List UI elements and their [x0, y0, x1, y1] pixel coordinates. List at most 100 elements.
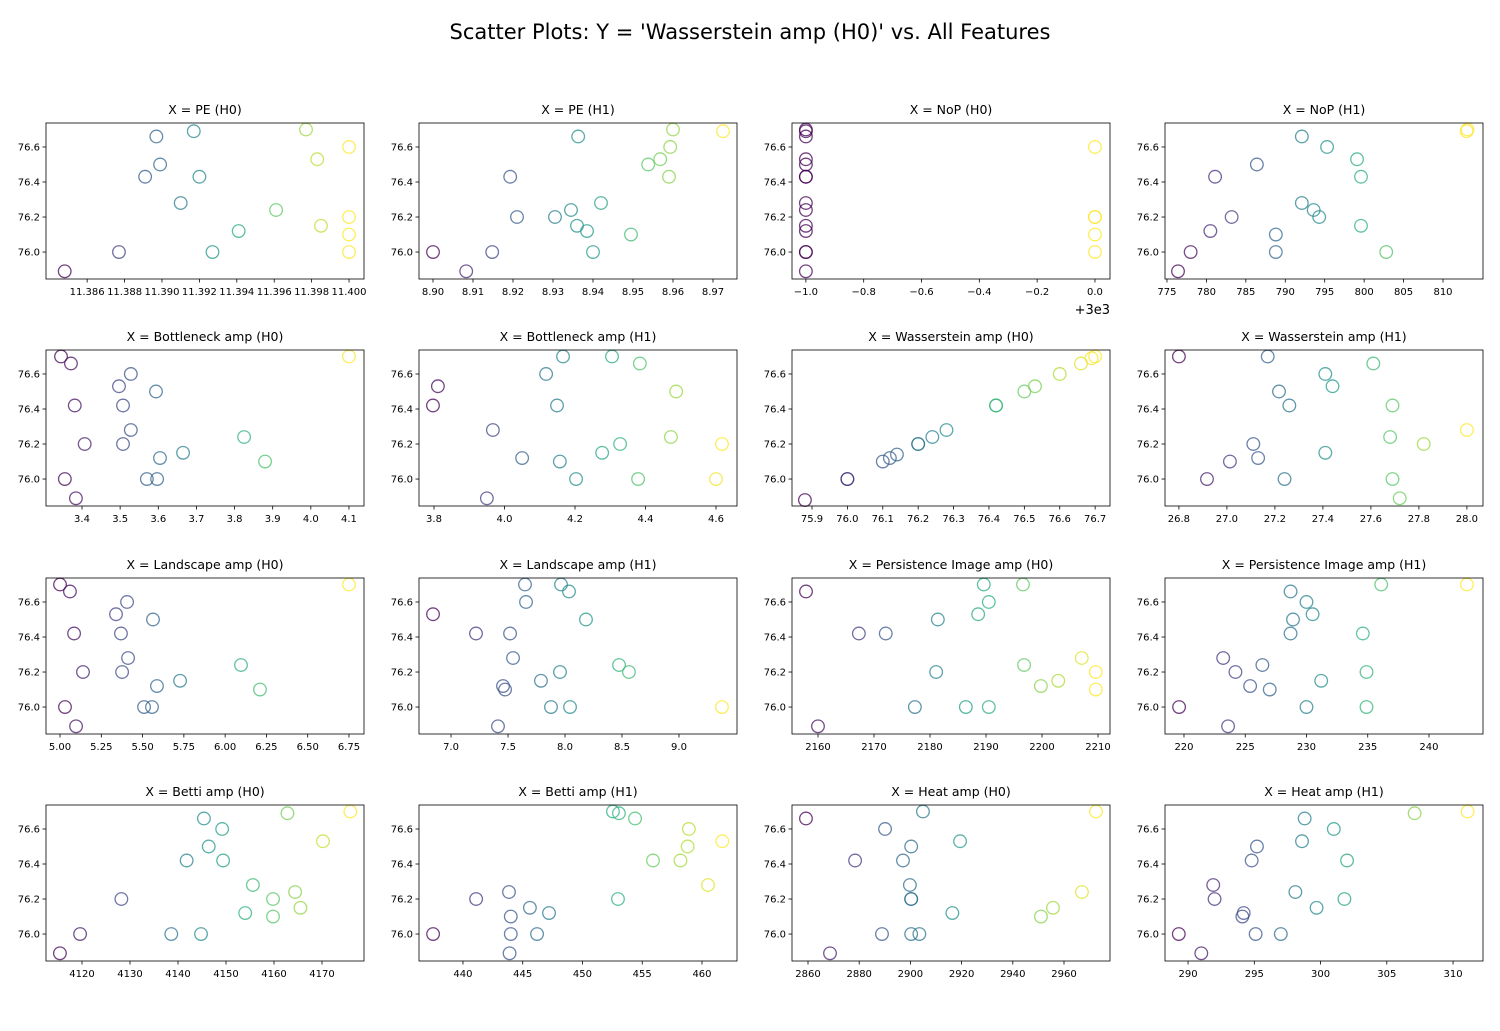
scatter-point [673, 853, 688, 868]
scatter-point [1392, 491, 1407, 506]
y-tick-label: 76.0 [391, 703, 413, 714]
axes-frame [45, 577, 365, 735]
scatter-point [1350, 152, 1364, 167]
y-tick-label: 76.4 [1137, 860, 1159, 871]
scatter-point [1320, 140, 1335, 154]
y-tick-label: 76.6 [18, 824, 40, 835]
x-tick-label: 800 [1355, 287, 1374, 298]
scatter-point [459, 264, 474, 279]
scatter-point [1051, 673, 1066, 688]
x-tick-label: 4120 [69, 969, 94, 980]
scatter-point [662, 169, 676, 184]
scatter-point [146, 612, 160, 627]
scatter-point [1207, 892, 1222, 906]
subplot-title: X = Heat amp (H0) [891, 784, 1010, 799]
scatter-point [798, 124, 813, 139]
scatter-point [882, 451, 897, 465]
y-tick-label: 76.0 [391, 475, 413, 486]
scatter-point [1272, 384, 1286, 399]
x-tick-label: 2960 [1051, 969, 1076, 980]
x-tick-label: 290 [1179, 969, 1198, 980]
scatter-point [1277, 472, 1292, 486]
scatter-point [1249, 157, 1264, 172]
y-tick-label: 76.6 [391, 824, 413, 835]
scatter-point [426, 607, 440, 622]
scatter-point [1200, 472, 1214, 486]
scatter-point [1221, 719, 1236, 734]
scatter-point [522, 900, 537, 915]
scatter-point [1385, 472, 1400, 486]
x-tick-label: 11.386 [70, 287, 105, 298]
x-tick-label: 4.6 [708, 514, 724, 525]
scatter-point [1034, 909, 1048, 924]
scatter-point [981, 700, 996, 714]
y-tick-label: 76.6 [1137, 597, 1159, 608]
subplot-title: X = Wasserstein amp (H1) [1241, 329, 1406, 344]
y-tick-label: 76.4 [18, 860, 40, 871]
axes-frame [45, 349, 365, 507]
x-tick-label: 11.390 [144, 287, 179, 298]
scatter-point [798, 218, 813, 233]
scatter-point [1203, 224, 1218, 238]
scatter-point [878, 822, 893, 836]
scatter-point [1246, 437, 1261, 451]
scatter-point [716, 124, 730, 139]
y-tick-label: 76.2 [391, 895, 413, 906]
axes-frame [45, 804, 365, 962]
scatter-point [534, 673, 548, 688]
scatter-point [562, 584, 576, 599]
x-tick-label: 220 [1174, 742, 1193, 753]
scatter-point [904, 839, 919, 854]
scatter-point [502, 885, 516, 899]
x-tick-label: 445 [513, 969, 532, 980]
scatter-point [1017, 658, 1032, 672]
scatter-point [981, 595, 996, 609]
x-tick-label: 450 [573, 969, 592, 980]
scatter-point [112, 245, 126, 259]
scatter-point [1222, 454, 1237, 469]
scatter-point [192, 169, 207, 184]
scatter-point [510, 210, 524, 224]
scatter-point [1354, 169, 1368, 184]
scatter-point [342, 210, 356, 224]
y-tick-label: 76.2 [391, 213, 413, 224]
scatter-point [1309, 900, 1324, 915]
scatter-point [120, 595, 135, 609]
x-tick-label: 8.93 [542, 287, 564, 298]
x-tick-label: 3.9 [265, 514, 281, 525]
x-tick-label: 76.2 [907, 514, 929, 525]
y-tick-label: 76.2 [764, 213, 786, 224]
x-tick-label: 8.96 [662, 287, 684, 298]
scatter-point [201, 839, 216, 854]
scatter-point [1283, 584, 1298, 599]
scatter-point [1379, 245, 1394, 259]
scatter-point [646, 853, 660, 868]
x-tick-label: 2160 [805, 742, 830, 753]
x-offset-text: +3e3 [1075, 303, 1110, 318]
x-tick-label: 8.95 [622, 287, 644, 298]
subplot: X = Betti amp (H0) 76.0 76.2 76.4 76.6 4120 41… [18, 784, 365, 980]
y-tick-label: 76.4 [764, 633, 786, 644]
scatter-point [989, 398, 1003, 413]
scatter-point [57, 472, 72, 486]
scatter-point [1088, 227, 1102, 242]
y-tick-label: 76.6 [18, 142, 40, 153]
y-tick-label: 76.0 [18, 475, 40, 486]
scatter-point [1295, 834, 1309, 849]
x-tick-label: 27.2 [1264, 514, 1286, 525]
y-tick-label: 76.4 [391, 405, 413, 416]
scatter-point [798, 245, 813, 259]
subplot-title: X = Wasserstein amp (H0) [868, 329, 1033, 344]
scatter-point [205, 245, 220, 259]
scatter-point [631, 472, 646, 486]
x-tick-label: 775 [1157, 287, 1176, 298]
subplot: X = Persistence Image amp (H0) 76.0 76.2 76… [764, 557, 1111, 753]
scatter-point [958, 700, 973, 714]
y-tick-label: 76.2 [764, 668, 786, 679]
x-tick-label: 785 [1236, 287, 1255, 298]
scatter-point [1318, 367, 1333, 381]
x-tick-label: −0.6 [909, 287, 933, 298]
scatter-point [179, 853, 194, 868]
y-tick-label: 76.2 [764, 440, 786, 451]
scatter-point [76, 665, 90, 679]
